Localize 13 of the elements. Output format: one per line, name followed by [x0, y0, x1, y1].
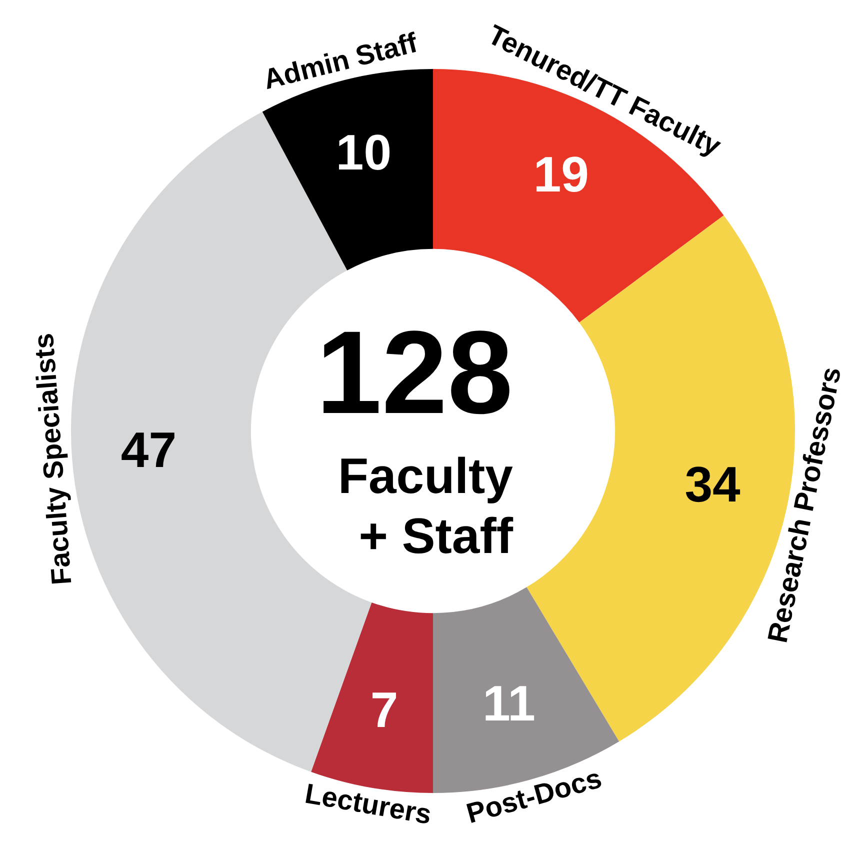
text: 128 [316, 307, 513, 439]
text: + Staff [358, 508, 514, 564]
data-label: 19 [533, 146, 589, 202]
data-label: 47 [120, 422, 177, 478]
data-label: 11 [482, 676, 536, 732]
slice-label: Lecturers [302, 778, 434, 830]
slice-label: Research Professors [762, 364, 847, 646]
text: Faculty [338, 448, 514, 504]
data-label: 7 [370, 682, 398, 738]
data-label: 34 [684, 456, 741, 513]
slice-label: Faculty Specialists [28, 332, 78, 586]
slice-label: Admin Staff [260, 26, 421, 96]
data-label: 10 [336, 124, 392, 180]
